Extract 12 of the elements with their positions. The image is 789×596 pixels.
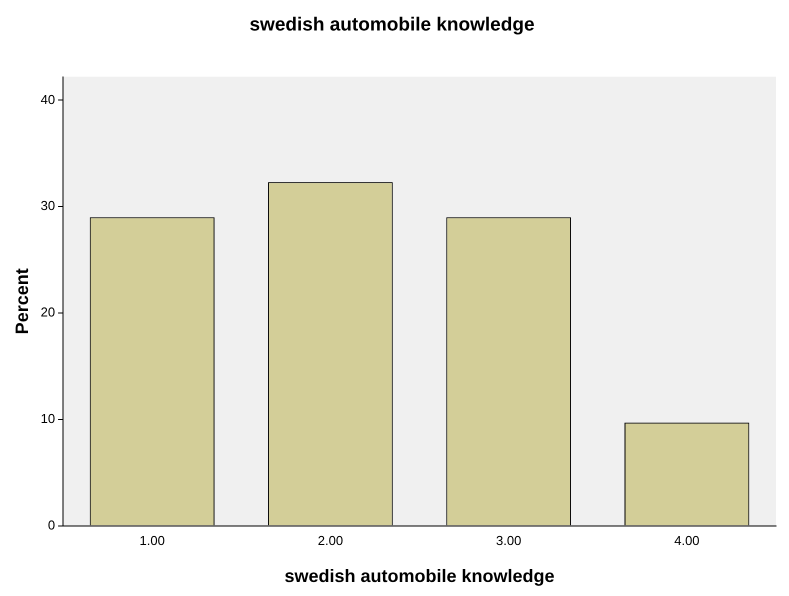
y-tick-label: 0: [48, 517, 56, 532]
x-tick-label: 1.00: [140, 533, 165, 548]
x-axis-title: swedish automobile knowledge: [284, 566, 555, 586]
x-tick-label: 2.00: [318, 533, 344, 548]
x-tick-label: 3.00: [496, 533, 522, 548]
y-tick-label: 30: [40, 198, 56, 214]
y-axis-title: Percent: [12, 268, 32, 334]
y-tick-label: 20: [40, 304, 56, 320]
y-tick-label: 40: [40, 92, 56, 107]
chart-title: swedish automobile knowledge: [249, 14, 535, 36]
y-tick-label: 10: [40, 410, 56, 426]
x-tick-label: 4.00: [674, 533, 700, 548]
